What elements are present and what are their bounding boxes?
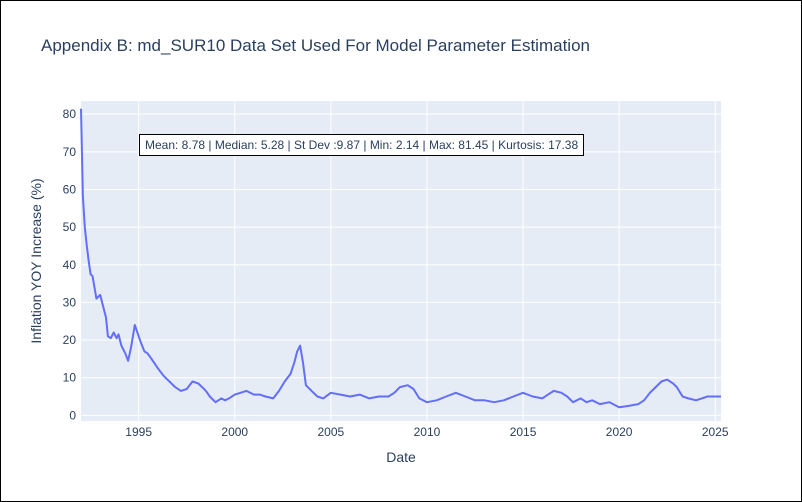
x-axis-title: Date xyxy=(386,449,416,465)
x-axis-ticks: 1995 2000 2005 2010 2015 2020 2025 xyxy=(125,425,729,439)
x-tick-label: 2020 xyxy=(606,425,633,439)
y-axis-title: Inflation YOY Increase (%) xyxy=(28,178,44,343)
inflation-series-line xyxy=(80,108,721,409)
x-tick-label: 1995 xyxy=(125,425,152,439)
y-tick-label: 70 xyxy=(63,145,77,159)
gridlines xyxy=(81,101,721,421)
x-tick-label: 2025 xyxy=(702,425,729,439)
y-axis-ticks: 0 10 20 30 40 50 60 70 80 xyxy=(63,107,77,422)
y-tick-label: 10 xyxy=(63,371,77,385)
y-tick-label: 50 xyxy=(63,220,77,234)
x-tick-label: 2000 xyxy=(221,425,248,439)
y-tick-label: 20 xyxy=(63,333,77,347)
chart-title: Appendix B: md_SUR10 Data Set Used For M… xyxy=(41,36,590,55)
x-tick-label: 2005 xyxy=(317,425,344,439)
y-tick-label: 0 xyxy=(69,408,76,422)
x-tick-label: 2010 xyxy=(414,425,441,439)
y-tick-label: 80 xyxy=(63,107,77,121)
y-tick-label: 40 xyxy=(63,258,77,272)
y-tick-label: 30 xyxy=(63,295,77,309)
y-tick-label: 60 xyxy=(63,182,77,196)
summary-statistics-annotation: Mean: 8.78 | Median: 5.28 | St Dev :9.87… xyxy=(139,134,585,156)
x-tick-label: 2015 xyxy=(510,425,537,439)
